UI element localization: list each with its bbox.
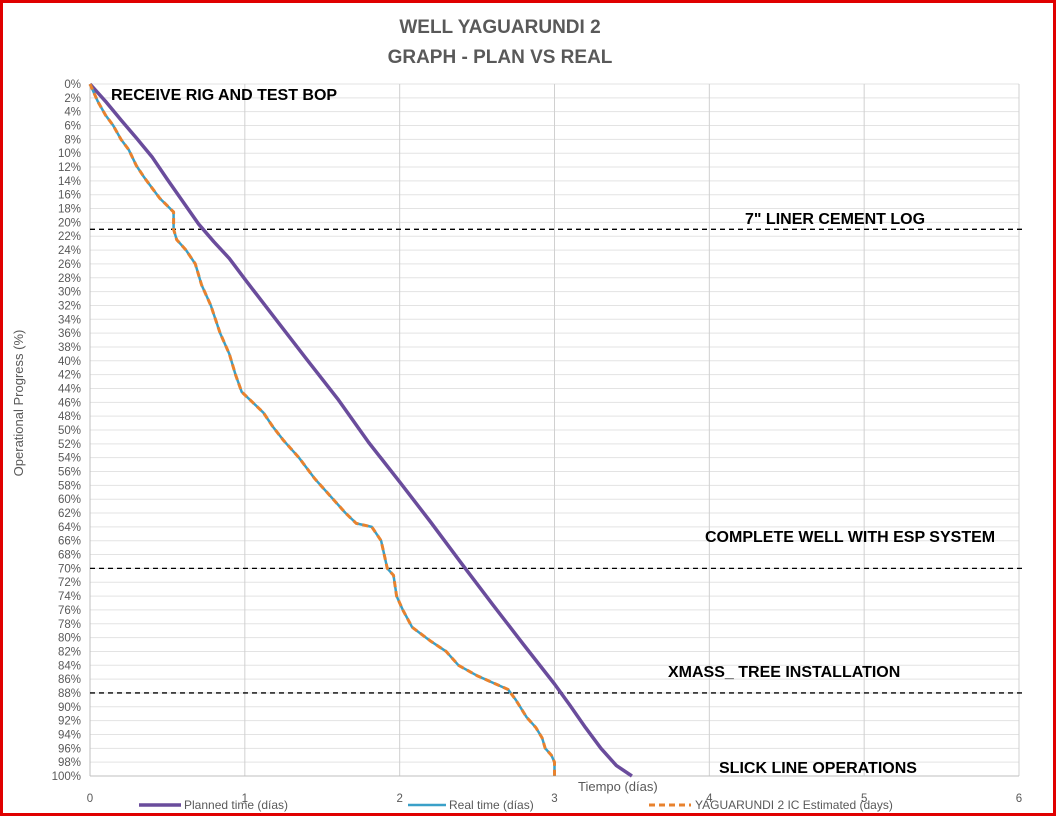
annotation-slick-line: SLICK LINE OPERATIONS — [719, 760, 917, 777]
y-tick-label: 98% — [58, 757, 81, 769]
y-tick-label: 28% — [58, 273, 81, 285]
y-tick-label: 78% — [58, 619, 81, 631]
y-tick-label: 26% — [58, 259, 81, 271]
x-tick-label: 6 — [1016, 793, 1022, 805]
y-tick-label: 88% — [58, 688, 81, 700]
y-tick-label: 58% — [58, 480, 81, 492]
grid — [89, 83, 1020, 777]
series-lines — [88, 82, 633, 778]
y-tick-label: 72% — [58, 577, 81, 589]
milestone-lines — [90, 228, 1023, 694]
chart-title: WELL YAGUARUNDI 2 — [399, 17, 600, 38]
legend-label-estimated: YAGUARUNDI 2 IC Estimated (days) — [695, 798, 893, 812]
y-tick-label: 14% — [58, 176, 81, 188]
y-tick-label: 30% — [58, 287, 81, 299]
annotation-liner-cement-log: 7" LINER CEMENT LOG — [745, 211, 925, 228]
y-tick-label: 46% — [58, 397, 81, 409]
x-tick-label: 2 — [396, 793, 402, 805]
legend: Planned time (días) Real time (días) YAG… — [139, 798, 893, 812]
y-tick-label: 34% — [58, 314, 81, 326]
y-tick-label: 100% — [52, 771, 81, 783]
annotation-complete-well: COMPLETE WELL WITH ESP SYSTEM — [705, 529, 995, 546]
y-tick-label: 82% — [58, 646, 81, 658]
annotation-xmass-tree: XMASS_ TREE INSTALLATION — [668, 664, 900, 681]
y-tick-label: 56% — [58, 467, 81, 479]
x-tick-label: 3 — [551, 793, 557, 805]
y-tick-label: 4% — [64, 107, 81, 119]
series-line-real — [88, 83, 556, 776]
y-tick-label: 8% — [64, 134, 81, 146]
y-tick-label: 18% — [58, 204, 81, 216]
y-tick-label: 10% — [58, 148, 81, 160]
y-tick-label: 74% — [58, 591, 81, 603]
y-tick-label: 16% — [58, 190, 81, 202]
legend-label-planned: Planned time (días) — [184, 798, 288, 812]
y-tick-label: 90% — [58, 702, 81, 714]
y-tick-label: 84% — [58, 660, 81, 672]
y-tick-label: 12% — [58, 162, 81, 174]
y-tick-label: 54% — [58, 453, 81, 465]
y-tick-label: 24% — [58, 245, 81, 257]
annotation-receive-rig: RECEIVE RIG AND TEST BOP — [111, 87, 337, 104]
y-tick-label: 2% — [64, 93, 81, 105]
x-axis-label: Tiempo (días) — [578, 779, 658, 794]
y-tick-label: 0% — [64, 79, 81, 91]
y-tick-label: 52% — [58, 439, 81, 451]
legend-label-real: Real time (días) — [449, 798, 534, 812]
progress-chart: WELL YAGUARUNDI 2 GRAPH - PLAN VS REAL 0… — [11, 17, 1023, 812]
chart-subtitle: GRAPH - PLAN VS REAL — [388, 47, 613, 68]
y-tick-label: 92% — [58, 716, 81, 728]
y-tick-label: 96% — [58, 743, 81, 755]
y-tick-label: 62% — [58, 508, 81, 520]
x-tick-label: 1 — [242, 793, 248, 805]
y-tick-label: 86% — [58, 674, 81, 686]
y-tick-label: 76% — [58, 605, 81, 617]
y-tick-label: 42% — [58, 370, 81, 382]
y-tick-label: 44% — [58, 383, 81, 395]
y-tick-label: 66% — [58, 536, 81, 548]
y-tick-label: 60% — [58, 494, 81, 506]
y-tick-label: 94% — [58, 729, 81, 741]
x-tick-labels: 0 1 2 3 4 5 6 — [87, 793, 1022, 805]
y-tick-label: 22% — [58, 231, 81, 243]
y-tick-label: 32% — [58, 300, 81, 312]
y-tick-label: 64% — [58, 522, 81, 534]
y-tick-label: 68% — [58, 550, 81, 562]
y-tick-label: 20% — [58, 217, 81, 229]
x-tick-label: 0 — [87, 793, 93, 805]
y-tick-label: 36% — [58, 328, 81, 340]
y-tick-label: 6% — [64, 121, 81, 133]
y-tick-label: 40% — [58, 356, 81, 368]
y-axis-label: Operational Progress (%) — [11, 330, 26, 477]
y-tick-labels: 0% 2% 4% 6%8% 10% 12% 14% 16% 18%20% 22% 24% 26% 28%… — [52, 79, 81, 783]
y-tick-label: 50% — [58, 425, 81, 437]
y-tick-label: 70% — [58, 563, 81, 575]
series-line-planned — [88, 82, 633, 778]
x-tick-label: 4 — [706, 793, 713, 805]
x-tick-label: 5 — [861, 793, 867, 805]
y-tick-label: 48% — [58, 411, 81, 423]
y-tick-label: 38% — [58, 342, 81, 354]
y-tick-label: 80% — [58, 633, 81, 645]
